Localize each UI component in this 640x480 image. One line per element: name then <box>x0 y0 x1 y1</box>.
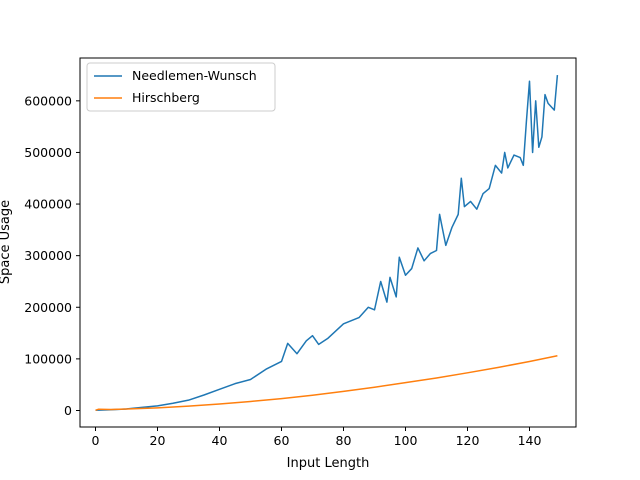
plot-frame <box>79 57 577 428</box>
x-axis-label: Input Length <box>287 456 370 471</box>
x-tick-label: 120 <box>456 433 480 448</box>
x-axis: 0 20 40 60 80 100 120 140 <box>92 427 542 448</box>
y-tick-label: 100000 <box>24 351 72 366</box>
series-line-needlemen-wunsch <box>95 74 559 411</box>
legend-label-needlemen-wunsch: Needlemen-Wunsch <box>132 68 257 83</box>
x-tick-label: 60 <box>274 433 290 448</box>
y-tick-label: 500000 <box>24 145 72 160</box>
y-tick-label: 400000 <box>24 197 72 212</box>
x-tick-label: 40 <box>212 433 228 448</box>
series-layer <box>95 74 559 412</box>
x-tick-label: 80 <box>336 433 352 448</box>
y-tick-label: 600000 <box>24 93 72 108</box>
y-axis: 0 100000 200000 300000 400000 500000 600000 <box>24 93 80 418</box>
y-tick-label: 0 <box>64 403 72 418</box>
legend: Needlemen-Wunsch Hirschberg <box>86 62 276 112</box>
x-tick-label: 0 <box>92 433 100 448</box>
x-tick-label: 140 <box>518 433 542 448</box>
legend-label-hirschberg: Hirschberg <box>132 90 200 105</box>
legend-box <box>86 62 276 112</box>
x-tick-label: 100 <box>394 433 418 448</box>
y-tick-label: 300000 <box>24 248 72 263</box>
x-tick-label: 20 <box>150 433 166 448</box>
series-line-hirschberg <box>95 355 558 412</box>
y-axis-label: Space Usage <box>0 200 13 284</box>
y-tick-label: 200000 <box>24 300 72 315</box>
